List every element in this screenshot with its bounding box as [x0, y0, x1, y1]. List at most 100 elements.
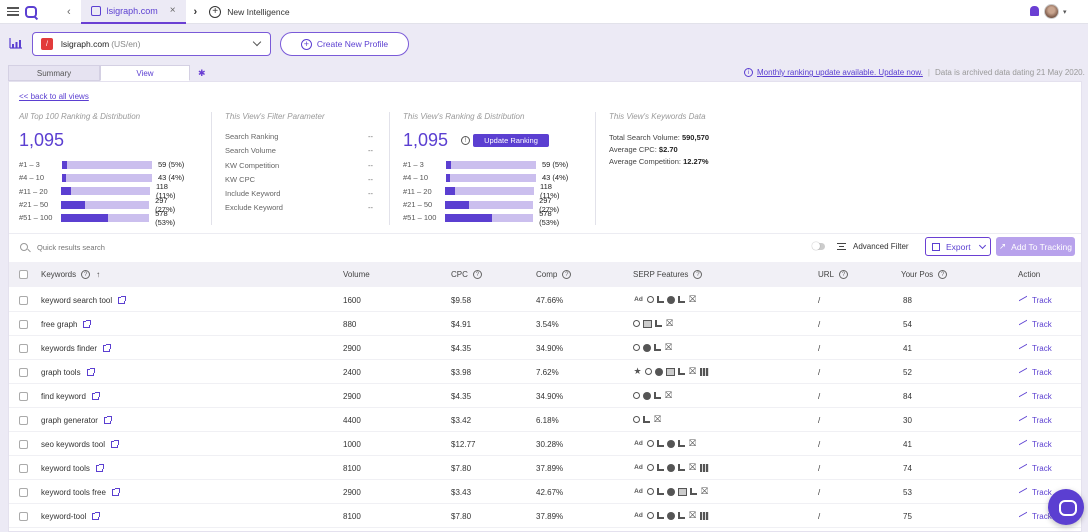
col-keywords[interactable]: Keywords? ↑: [41, 270, 100, 279]
row-checkbox[interactable]: [19, 416, 28, 425]
url-cell[interactable]: /: [818, 368, 821, 377]
sort-up-icon[interactable]: ↑: [96, 270, 101, 279]
external-link-icon[interactable]: [83, 320, 92, 328]
track-button[interactable]: Track: [1019, 439, 1052, 450]
chart-icon[interactable]: [9, 37, 23, 49]
col-pos[interactable]: Your Pos?: [901, 270, 948, 279]
track-button[interactable]: Track: [1019, 295, 1052, 306]
track-button[interactable]: Track: [1019, 511, 1052, 522]
external-link-icon[interactable]: [95, 464, 104, 472]
browser-tab-active[interactable]: lsigraph.com ×: [80, 0, 186, 24]
url-cell[interactable]: /: [818, 296, 821, 305]
advanced-filter-label[interactable]: Advanced Filter: [853, 242, 909, 251]
help-icon[interactable]: ?: [472, 270, 482, 279]
app-logo-icon[interactable]: [25, 5, 37, 18]
help-icon[interactable]: ?: [562, 270, 572, 279]
avatar[interactable]: [1044, 4, 1059, 19]
avg-cpc-label: Average CPC:: [609, 145, 657, 154]
help-icon[interactable]: ?: [938, 270, 948, 279]
search-input[interactable]: [37, 241, 287, 253]
table-row[interactable]: keyword search tool 1600 $9.58 47.66% Ad ⛝ / 88…: [9, 288, 1081, 312]
update-now-link[interactable]: Monthly ranking update available. Update…: [757, 68, 923, 77]
external-link-icon[interactable]: [111, 440, 120, 448]
track-button[interactable]: Track: [1019, 487, 1052, 498]
row-checkbox[interactable]: [19, 320, 28, 329]
external-link-icon[interactable]: [103, 416, 112, 424]
col-serp[interactable]: SERP Features?: [633, 270, 703, 279]
add-to-tracking-button[interactable]: ↗ Add To Tracking: [996, 237, 1075, 256]
update-ranking-button[interactable]: Update Ranking: [473, 134, 549, 147]
external-link-icon[interactable]: [111, 488, 120, 496]
top100-distribution: #1 – 3 59 (5%) #4 – 10 43 (4%) #11 – 20 118…: [19, 158, 189, 227]
row-checkbox[interactable]: [19, 344, 28, 353]
table-row[interactable]: keyword tools 8100 $7.80 37.89% Ad ⛝ / 74 Track: [9, 456, 1081, 480]
track-button[interactable]: Track: [1019, 391, 1052, 402]
select-all-checkbox[interactable]: [19, 270, 28, 279]
col-url[interactable]: URL?: [818, 270, 849, 279]
external-link-icon[interactable]: [91, 392, 100, 400]
search-icon: [20, 243, 28, 251]
chevron-down-icon[interactable]: ▾: [1063, 9, 1067, 16]
col-cpc[interactable]: CPC?: [451, 270, 482, 279]
chat-icon[interactable]: [1048, 489, 1084, 525]
filter-row: Search Ranking --: [225, 132, 385, 146]
url-cell[interactable]: /: [818, 392, 821, 401]
url-cell[interactable]: /: [818, 440, 821, 449]
back-to-views-link[interactable]: << back to all views: [19, 92, 89, 101]
help-icon[interactable]: ?: [693, 270, 703, 279]
table-row[interactable]: seo keywords tool 1000 $12.77 30.28% Ad ⛝ / 41 T…: [9, 432, 1081, 456]
bell-icon[interactable]: [1030, 6, 1039, 16]
row-checkbox[interactable]: [19, 392, 28, 401]
track-button[interactable]: Track: [1019, 463, 1052, 474]
row-checkbox[interactable]: [19, 464, 28, 473]
new-intelligence-tab[interactable]: + New Intelligence: [209, 5, 290, 18]
table-row[interactable]: find keyword 2900 $4.35 34.90% ⛝ / 84 Track: [9, 384, 1081, 408]
row-checkbox[interactable]: [19, 296, 28, 305]
back-arrow-icon[interactable]: ‹: [67, 5, 71, 18]
forward-arrow-icon[interactable]: ›: [193, 5, 198, 18]
export-button[interactable]: Export: [925, 237, 991, 256]
track-label: Track: [1032, 416, 1052, 425]
external-link-icon[interactable]: [118, 296, 127, 304]
url-cell[interactable]: /: [818, 512, 821, 521]
gear-icon[interactable]: ✱: [198, 68, 206, 78]
row-checkbox[interactable]: [19, 440, 28, 449]
tab-view[interactable]: View: [100, 65, 190, 81]
row-checkbox[interactable]: [19, 488, 28, 497]
keyword-cell: keyword search tool: [41, 296, 127, 305]
url-cell[interactable]: /: [818, 320, 821, 329]
info-icon[interactable]: !: [461, 136, 470, 145]
serp-image-icon: [678, 487, 687, 496]
external-link-icon[interactable]: [103, 344, 112, 352]
tab-summary[interactable]: Summary: [8, 65, 100, 81]
row-checkbox[interactable]: [19, 368, 28, 377]
update-notice: i Monthly ranking update available. Upda…: [744, 68, 1085, 77]
url-cell[interactable]: /: [818, 464, 821, 473]
table-row[interactable]: keyword-tool 8100 $7.80 37.89% Ad ⛝ / 75 Track: [9, 504, 1081, 528]
advanced-filter-toggle[interactable]: [812, 242, 825, 250]
close-tab-icon[interactable]: ×: [169, 5, 176, 16]
table-row[interactable]: keyword tools free 2900 $3.43 42.67% Ad ⛝ / 53 T…: [9, 480, 1081, 504]
external-link-icon[interactable]: [86, 368, 95, 376]
help-icon[interactable]: ?: [81, 270, 91, 279]
track-button[interactable]: Track: [1019, 343, 1052, 354]
external-link-icon[interactable]: [92, 512, 101, 520]
help-icon[interactable]: ?: [839, 270, 849, 279]
table-row[interactable]: free graph 880 $4.91 3.54% ⛝ / 54 Track: [9, 312, 1081, 336]
track-button[interactable]: Track: [1019, 319, 1052, 330]
col-volume[interactable]: Volume: [343, 270, 370, 279]
row-checkbox[interactable]: [19, 512, 28, 521]
track-button[interactable]: Track: [1019, 367, 1052, 378]
url-cell[interactable]: /: [818, 344, 821, 353]
table-row[interactable]: graph generator 4400 $3.42 6.18% ⛝ / 30 Track: [9, 408, 1081, 432]
domain-select[interactable]: / lsigraph.com (US/en): [32, 32, 271, 56]
table-row[interactable]: keywords finder 2900 $4.35 34.90% ⛝ / 41 Track: [9, 336, 1081, 360]
table-row[interactable]: graph tools 2400 $3.98 7.62% ★ ⛝/52 Track: [9, 360, 1081, 384]
volume-cell: 8100: [343, 512, 361, 521]
menu-icon[interactable]: [7, 7, 19, 16]
col-comp[interactable]: Comp?: [536, 270, 572, 279]
create-profile-button[interactable]: + Create New Profile: [280, 32, 409, 56]
url-cell[interactable]: /: [818, 488, 821, 497]
url-cell[interactable]: /: [818, 416, 821, 425]
track-button[interactable]: Track: [1019, 415, 1052, 426]
